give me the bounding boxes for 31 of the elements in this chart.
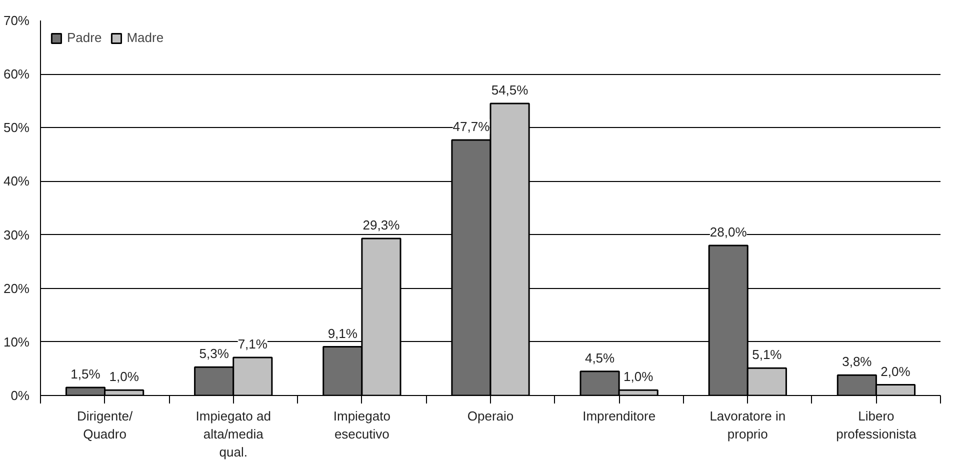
x-tick-label: Libero professionista [836,408,918,442]
data-label: 4,5% [584,350,616,366]
data-label: 7,1% [238,336,268,352]
data-label: 29,3% [362,218,400,233]
legend-label: Padre [67,30,102,45]
x-tick-label: Dirigente/ Quadro [76,408,133,442]
data-label: 5,3% [199,346,230,362]
data-label: 9,1% [328,326,358,341]
x-tick-label: Lavoratore in proprio [710,408,786,442]
y-tick-label: 50% [3,120,30,136]
y-tick-label: 40% [3,174,30,189]
y-tick-label: 70% [3,13,30,28]
y-tick-label: 30% [3,227,30,242]
data-label: 1,5% [70,366,101,382]
data-label: 5,1% [752,347,782,362]
x-tick-label: Impiegato esecutivo [333,408,390,442]
legend-label: Madre [126,30,164,45]
data-label: 54,5% [491,82,529,98]
y-tick-label: 0% [10,388,30,403]
x-tick-label: Imprenditore [582,408,656,424]
data-label: 3,8% [842,354,872,370]
y-tick-label: 60% [3,66,30,82]
data-label: 28,0% [710,224,748,240]
y-tick-label: 10% [3,334,30,350]
x-tick-label: Impiegato ad alta/media qual. [196,408,271,460]
data-label: 47,7% [452,118,490,134]
x-tick-label: Operaio [467,408,514,424]
data-label: 1,0% [624,369,654,384]
data-label: 2,0% [880,364,911,379]
y-tick-label: 20% [3,280,30,296]
data-label: 1,0% [109,369,140,384]
